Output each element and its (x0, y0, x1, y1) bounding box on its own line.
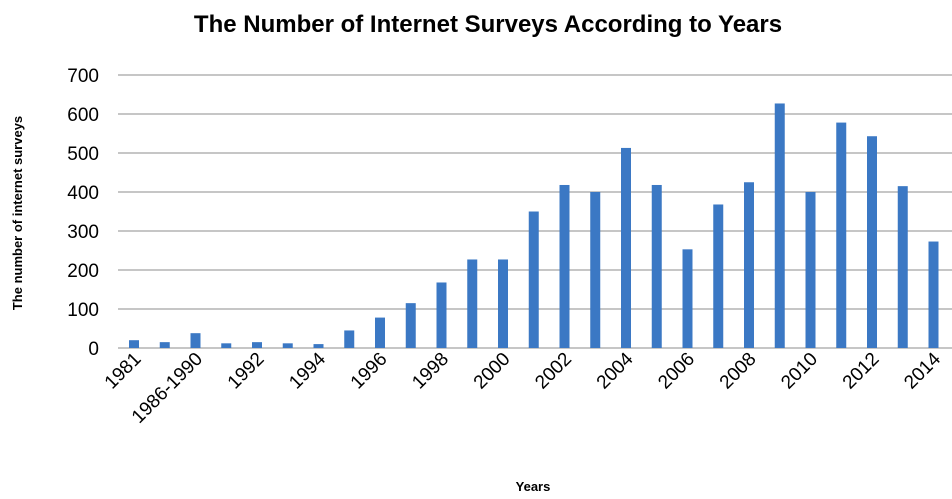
bar (498, 259, 508, 348)
y-tick-label: 600 (67, 105, 99, 126)
bar (867, 136, 877, 348)
x-tick-label: 2012 (839, 349, 884, 394)
bar (528, 211, 539, 348)
y-tick-label: 500 (67, 144, 99, 165)
bar (928, 241, 939, 348)
bar (774, 103, 785, 348)
bar (713, 204, 724, 348)
x-tick-label: 1996 (347, 349, 392, 394)
x-axis-title: Years (516, 479, 551, 494)
x-tick-label: 2002 (531, 349, 576, 394)
bar (129, 340, 139, 348)
y-tick-label: 700 (67, 66, 99, 87)
x-tick-label: 1981 (101, 349, 146, 394)
bar (405, 303, 416, 348)
y-tick-label: 0 (88, 339, 99, 360)
x-tick-label: 2008 (716, 349, 761, 394)
bar (744, 182, 754, 348)
x-tick-label: 1994 (285, 348, 330, 393)
x-tick-label: 1998 (408, 349, 453, 394)
bar (682, 249, 693, 348)
x-tick-label: 2010 (777, 349, 822, 394)
x-tick-label: 2006 (654, 349, 699, 394)
y-tick-label: 400 (67, 183, 99, 204)
x-tick-label: 2000 (470, 349, 515, 394)
y-tick-label: 300 (67, 222, 99, 243)
bars (129, 103, 939, 348)
bar (252, 342, 262, 348)
bar (651, 184, 662, 348)
bar (559, 184, 570, 348)
bar (221, 343, 232, 348)
bar (621, 147, 631, 348)
bar (897, 186, 908, 348)
x-tick-label: 2004 (593, 348, 638, 393)
bar (805, 192, 816, 348)
bar (467, 259, 478, 348)
x-tick-label: 2014 (900, 348, 945, 393)
y-axis-title: The number of internet surveys (10, 116, 25, 310)
x-tick-label: 1992 (224, 349, 269, 394)
bar (436, 282, 447, 348)
y-tick-label: 200 (67, 261, 99, 282)
bar (344, 330, 355, 348)
chart-title: The Number of Internet Surveys According… (194, 11, 782, 38)
bar (159, 342, 170, 348)
bar (836, 122, 847, 348)
y-tick-label: 100 (67, 300, 99, 321)
y-tick-labels: 0 100 200 300 400 500 600 700 (67, 66, 99, 360)
bar (190, 333, 201, 348)
bar (313, 344, 324, 348)
bar (375, 317, 385, 348)
bar (282, 343, 293, 348)
bar (590, 192, 601, 348)
